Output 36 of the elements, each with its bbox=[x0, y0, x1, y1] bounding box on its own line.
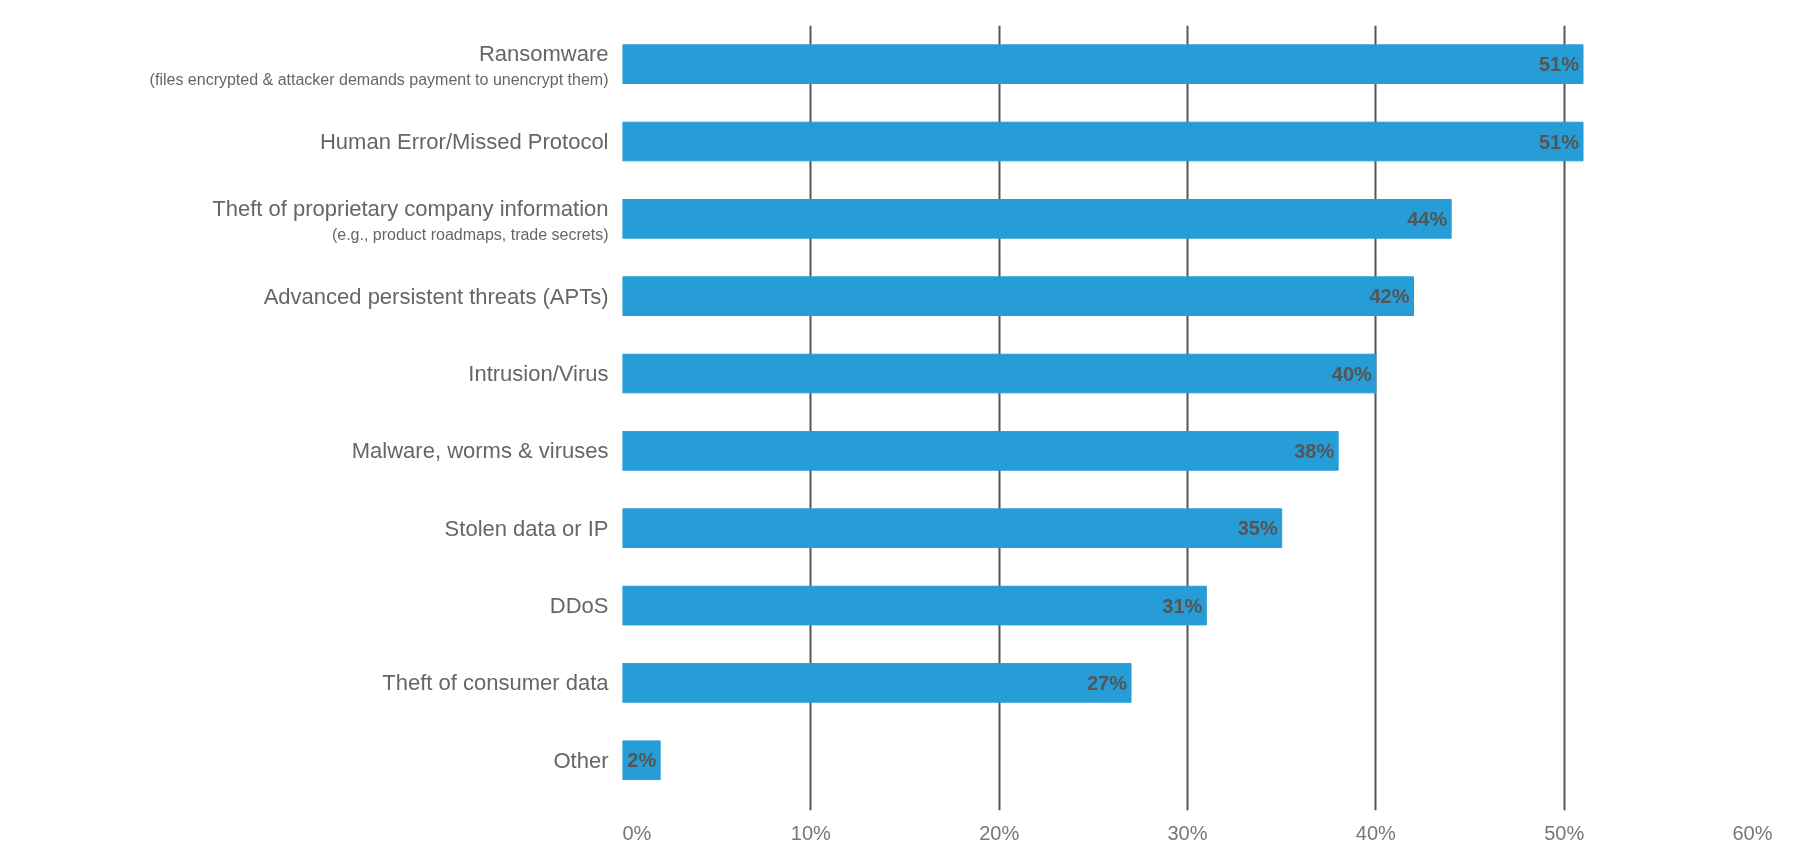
bar bbox=[622, 121, 1584, 162]
x-tick-label: 20% bbox=[979, 821, 1020, 844]
x-tick-label: 60% bbox=[1732, 821, 1773, 844]
y-tick-label: Other bbox=[553, 747, 609, 773]
data-label: 31% bbox=[1162, 594, 1203, 617]
data-label: 51% bbox=[1538, 130, 1580, 153]
y-tick-label: Intrusion/Virus bbox=[468, 361, 609, 387]
x-tick-label: 30% bbox=[1167, 821, 1208, 844]
data-label: 51% bbox=[1538, 53, 1580, 76]
bar bbox=[622, 276, 1414, 317]
bar bbox=[622, 199, 1452, 239]
bar bbox=[622, 353, 1377, 394]
x-tick-label: 40% bbox=[1355, 821, 1397, 844]
x-tick-label: 0% bbox=[622, 821, 652, 844]
bar bbox=[622, 663, 1132, 703]
x-tick-label: 10% bbox=[790, 821, 832, 844]
data-label: 44% bbox=[1407, 207, 1448, 230]
data-label: 38% bbox=[1294, 439, 1335, 462]
y-tick-label: Malware, worms & viruses bbox=[351, 438, 609, 464]
data-label: 40% bbox=[1331, 362, 1373, 385]
data-label: 2% bbox=[627, 749, 657, 772]
data-label: 42% bbox=[1369, 285, 1410, 308]
bar bbox=[622, 585, 1207, 626]
category-label: Theft of proprietary company information (e.g., product roadmaps, trade secrets) bbox=[212, 195, 609, 243]
data-label: 35% bbox=[1237, 517, 1278, 540]
y-tick-label: Advanced persistent threats (APTs) bbox=[263, 283, 609, 309]
y-tick-label: Theft of consumer data bbox=[382, 670, 610, 696]
bar bbox=[622, 508, 1283, 549]
y-tick-label: DDoS bbox=[549, 593, 609, 619]
y-tick-label: Human Error/Missed Protocol bbox=[319, 129, 609, 155]
category-label: Ransomware (files encrypted & attacker demands payment to unencrypt them) bbox=[149, 40, 609, 89]
y-tick-label: Stolen data or IP bbox=[444, 515, 609, 541]
bar bbox=[622, 431, 1339, 471]
bar bbox=[622, 44, 1584, 84]
x-tick-label: 50% bbox=[1544, 821, 1585, 844]
data-label: 27% bbox=[1086, 671, 1128, 694]
